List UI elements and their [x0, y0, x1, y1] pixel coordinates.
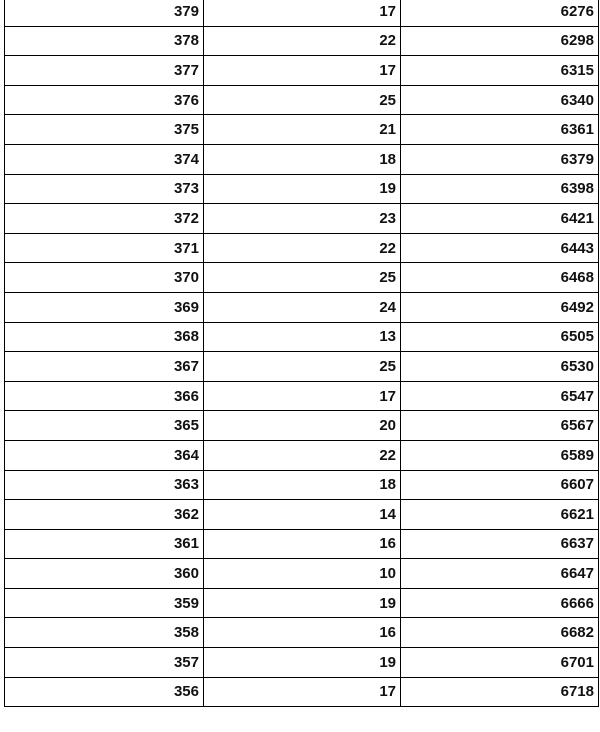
- table-row: 368 13 6505: [4, 321, 599, 353]
- total-cell: 6682: [400, 617, 599, 649]
- table-row: 366 17 6547: [4, 380, 599, 412]
- table-body: 379 17 6276 378 22 6298 377 17 6315 376 25 6340 375 2…: [4, 0, 599, 708]
- count-cell: 14: [203, 499, 401, 530]
- row-number-cell: 367: [4, 351, 204, 382]
- row-number-cell: 376: [4, 84, 204, 116]
- total-cell: 6505: [400, 321, 599, 353]
- total-cell: 6276: [400, 0, 599, 27]
- row-number-cell: 360: [4, 558, 204, 589]
- row-number-cell: 365: [4, 410, 204, 441]
- table-row: 358 16 6682: [4, 617, 599, 649]
- total-cell: 6637: [400, 528, 599, 560]
- row-number-cell: 358: [4, 617, 204, 649]
- total-cell: 6379: [400, 143, 599, 175]
- table-row: 369 24 6492: [4, 291, 599, 323]
- count-cell: 17: [203, 0, 401, 27]
- count-cell: 19: [203, 647, 401, 678]
- table-row: 363 18 6607: [4, 469, 599, 501]
- row-number-cell: 364: [4, 439, 204, 471]
- count-cell: 22: [203, 439, 401, 471]
- count-cell: 10: [203, 558, 401, 589]
- table-row: 360 10 6647: [4, 558, 599, 589]
- count-cell: 18: [203, 143, 401, 175]
- count-cell: 25: [203, 262, 401, 293]
- row-number-cell: 373: [4, 173, 204, 205]
- total-cell: 6443: [400, 232, 599, 264]
- count-cell: 25: [203, 351, 401, 382]
- total-cell: 6718: [400, 676, 599, 708]
- count-cell: 20: [203, 410, 401, 441]
- row-number-cell: 374: [4, 143, 204, 175]
- count-cell: 22: [203, 232, 401, 264]
- total-cell: 6421: [400, 203, 599, 234]
- row-number-cell: 359: [4, 587, 204, 619]
- total-cell: 6468: [400, 262, 599, 293]
- row-number-cell: 361: [4, 528, 204, 560]
- table-row: 367 25 6530: [4, 351, 599, 382]
- table-row: 365 20 6567: [4, 410, 599, 441]
- total-cell: 6621: [400, 499, 599, 530]
- row-number-cell: 357: [4, 647, 204, 678]
- total-cell: 6666: [400, 587, 599, 619]
- row-number-cell: 375: [4, 114, 204, 145]
- table-row: 374 18 6379: [4, 143, 599, 175]
- table-row: 359 19 6666: [4, 587, 599, 619]
- count-cell: 17: [203, 676, 401, 708]
- total-cell: 6607: [400, 469, 599, 501]
- count-cell: 17: [203, 55, 401, 86]
- row-number-cell: 366: [4, 380, 204, 412]
- table-row: 377 17 6315: [4, 55, 599, 86]
- total-cell: 6492: [400, 291, 599, 323]
- count-cell: 13: [203, 321, 401, 353]
- table-row: 356 17 6718: [4, 676, 599, 708]
- data-table: 379 17 6276 378 22 6298 377 17 6315 376 25 6340 375 2…: [4, 0, 599, 708]
- table-row: 373 19 6398: [4, 173, 599, 205]
- count-cell: 18: [203, 469, 401, 501]
- count-cell: 21: [203, 114, 401, 145]
- total-cell: 6398: [400, 173, 599, 205]
- count-cell: 19: [203, 173, 401, 205]
- count-cell: 16: [203, 528, 401, 560]
- total-cell: 6547: [400, 380, 599, 412]
- row-number-cell: 372: [4, 203, 204, 234]
- row-number-cell: 368: [4, 321, 204, 353]
- table-row: 357 19 6701: [4, 647, 599, 678]
- row-number-cell: 369: [4, 291, 204, 323]
- row-number-cell: 356: [4, 676, 204, 708]
- row-number-cell: 370: [4, 262, 204, 293]
- count-cell: 19: [203, 587, 401, 619]
- total-cell: 6589: [400, 439, 599, 471]
- table-row: 364 22 6589: [4, 439, 599, 471]
- total-cell: 6315: [400, 55, 599, 86]
- count-cell: 23: [203, 203, 401, 234]
- total-cell: 6361: [400, 114, 599, 145]
- total-cell: 6298: [400, 25, 599, 57]
- count-cell: 24: [203, 291, 401, 323]
- table-row: 362 14 6621: [4, 499, 599, 530]
- count-cell: 25: [203, 84, 401, 116]
- table-row: 370 25 6468: [4, 262, 599, 293]
- table-row: 378 22 6298: [4, 25, 599, 57]
- total-cell: 6567: [400, 410, 599, 441]
- table-row: 375 21 6361: [4, 114, 599, 145]
- row-number-cell: 379: [4, 0, 204, 27]
- total-cell: 6530: [400, 351, 599, 382]
- row-number-cell: 377: [4, 55, 204, 86]
- row-number-cell: 371: [4, 232, 204, 264]
- total-cell: 6647: [400, 558, 599, 589]
- table-row: 371 22 6443: [4, 232, 599, 264]
- row-number-cell: 362: [4, 499, 204, 530]
- table-row: 379 17 6276: [4, 0, 599, 27]
- table-row: 361 16 6637: [4, 528, 599, 560]
- total-cell: 6701: [400, 647, 599, 678]
- table-row: 376 25 6340: [4, 84, 599, 116]
- table-row: 372 23 6421: [4, 203, 599, 234]
- count-cell: 17: [203, 380, 401, 412]
- count-cell: 22: [203, 25, 401, 57]
- row-number-cell: 363: [4, 469, 204, 501]
- count-cell: 16: [203, 617, 401, 649]
- row-number-cell: 378: [4, 25, 204, 57]
- total-cell: 6340: [400, 84, 599, 116]
